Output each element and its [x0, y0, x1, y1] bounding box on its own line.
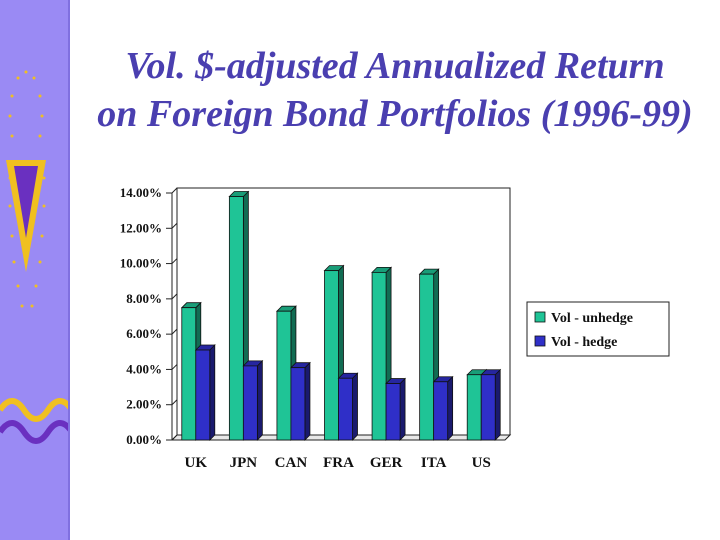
x-category-label: CAN — [275, 455, 308, 471]
bar-1 — [290, 367, 306, 441]
sidebar-wave-top — [0, 398, 68, 422]
sidebar-dot-pattern — [8, 70, 46, 308]
bar-0 — [371, 271, 387, 441]
y-tick-depth — [171, 187, 178, 194]
slide-title-line-1: Vol. $-adjusted Annualized Return — [125, 45, 665, 87]
slide-sidebar — [0, 0, 68, 540]
x-category-label: US — [472, 455, 491, 471]
legend-box — [526, 301, 670, 357]
y-tick-label: 0.00% — [126, 432, 162, 447]
y-tick-depth — [171, 434, 178, 441]
y-tick-depth — [171, 399, 178, 406]
x-category-label: ITA — [421, 455, 447, 471]
bar-0 — [276, 310, 292, 441]
slide-title-line-2: on Foreign Bond Portfolios (1996-99) — [97, 93, 693, 135]
slide-title: Vol. $-adjusted Annualized Return on For… — [70, 42, 720, 138]
y-tick-depth — [171, 293, 178, 300]
x-category-label: JPN — [230, 455, 258, 471]
y-tick-label: 12.00% — [120, 220, 162, 235]
bar-1 — [385, 383, 401, 441]
bar-0 — [228, 196, 244, 441]
sidebar-triangle-inner — [14, 166, 38, 238]
y-tick-depth — [171, 222, 178, 229]
bar-1 — [480, 374, 496, 441]
y-tick-label: 14.00% — [120, 185, 162, 200]
bar-side-1 — [304, 361, 311, 441]
y-tick-label: 6.00% — [126, 326, 162, 341]
y-tick-depth — [171, 328, 178, 335]
bar-1 — [242, 365, 258, 441]
sidebar-wave-bottom — [0, 420, 68, 444]
bar-side-1 — [256, 359, 263, 441]
legend-swatch — [534, 335, 546, 347]
bar-1 — [338, 377, 353, 441]
x-category-label: UK — [185, 455, 208, 471]
bar-0 — [466, 374, 482, 441]
legend-label: Vol - unhedge — [551, 311, 633, 326]
legend-label: Vol - hedge — [551, 335, 617, 350]
bar-0 — [419, 273, 435, 441]
bar-side-1 — [447, 375, 454, 441]
legend-swatch — [534, 311, 546, 323]
x-category-label: FRA — [323, 455, 354, 471]
bar-side-1 — [494, 368, 501, 441]
y-tick-label: 4.00% — [126, 361, 162, 376]
x-category-label: GER — [370, 455, 403, 471]
bar-side-1 — [209, 344, 216, 441]
bar-0 — [324, 270, 339, 441]
sidebar-decoration — [0, 70, 68, 444]
y-tick-depth — [171, 258, 178, 264]
y-tick-label: 10.00% — [120, 256, 162, 271]
slide-sidebar-edge — [68, 0, 70, 540]
bar-side-1 — [352, 372, 358, 441]
bar-0 — [181, 307, 197, 441]
y-tick-depth — [171, 364, 178, 370]
bar-side-1 — [399, 377, 406, 441]
y-tick-label: 8.00% — [126, 291, 162, 306]
y-tick-label: 2.00% — [126, 397, 162, 412]
bar-1 — [195, 349, 211, 441]
bar-1 — [433, 381, 449, 441]
